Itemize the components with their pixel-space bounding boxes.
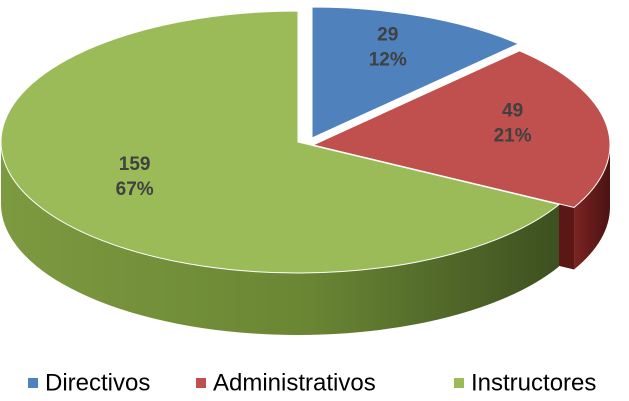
slice [311, 50, 611, 209]
legend-swatch [454, 378, 464, 388]
slice [0, 10, 561, 274]
slice-side [574, 145, 610, 270]
data-label: 49 [502, 100, 523, 121]
legend-swatch [196, 378, 206, 388]
legend-swatch [28, 378, 38, 388]
tops [0, 6, 611, 274]
data-label: 29 [377, 24, 398, 45]
slice [311, 6, 520, 139]
data-label-percent: 67% [116, 179, 154, 200]
data-label: 159 [119, 154, 151, 175]
legend-label: Administrativos [213, 369, 376, 396]
legend-label: Instructores [471, 369, 596, 396]
data-label-percent: 21% [494, 125, 532, 146]
labels: 29 12% 49 21% 159 67% [116, 24, 532, 199]
slice-side [1, 142, 560, 335]
legend-label: Directivos [45, 369, 150, 396]
data-label-percent: 12% [369, 49, 407, 70]
legend: Directivos Administrativos Instructores [28, 369, 596, 396]
